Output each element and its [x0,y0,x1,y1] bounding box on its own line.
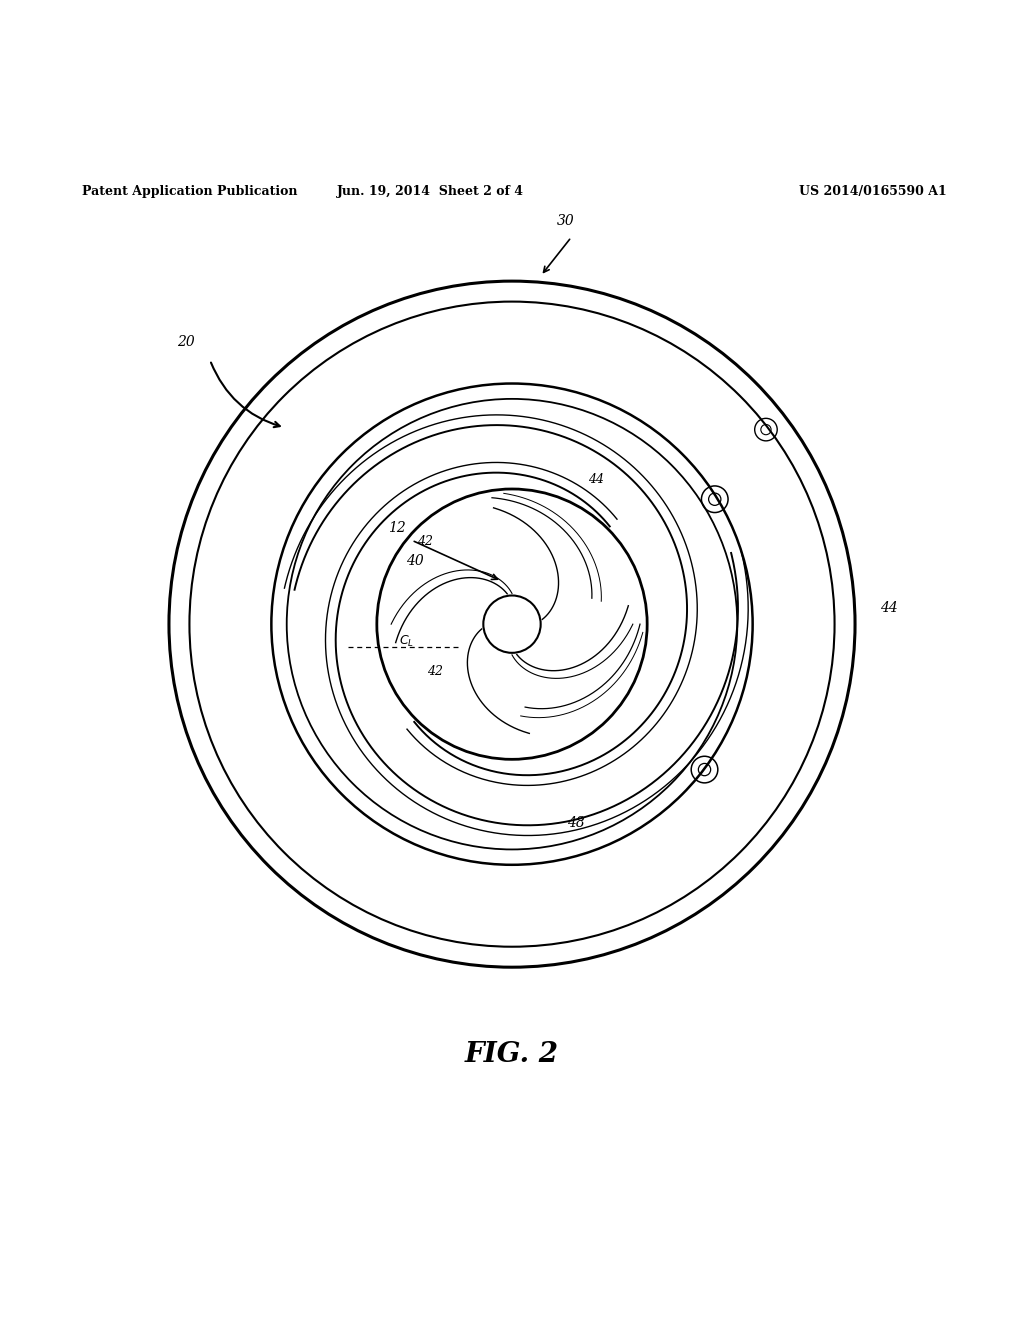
Text: 44: 44 [588,473,604,486]
Text: Patent Application Publication: Patent Application Publication [82,185,297,198]
Text: 30: 30 [556,214,574,228]
Text: $C_L$: $C_L$ [399,634,414,648]
Text: Jun. 19, 2014  Sheet 2 of 4: Jun. 19, 2014 Sheet 2 of 4 [337,185,523,198]
Text: 44: 44 [880,601,898,615]
Text: 48: 48 [566,816,585,830]
Text: 42: 42 [417,536,433,548]
Text: 20: 20 [177,335,196,348]
Text: 42: 42 [427,665,443,678]
Text: US 2014/0165590 A1: US 2014/0165590 A1 [799,185,946,198]
Text: 40: 40 [406,554,424,568]
Text: 12: 12 [388,521,407,535]
Text: FIG. 2: FIG. 2 [465,1040,559,1068]
